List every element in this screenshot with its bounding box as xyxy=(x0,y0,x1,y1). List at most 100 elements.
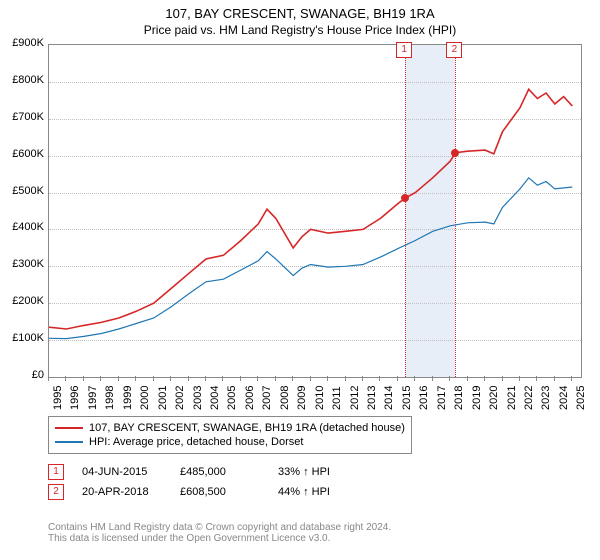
x-tick-label: 2007 xyxy=(261,386,273,410)
y-tick-label: £500K xyxy=(0,185,44,197)
x-tick xyxy=(100,376,101,381)
x-tick-label: 1996 xyxy=(69,386,81,410)
table-row: 2 20-APR-2018 £608,500 44% ↑ HPI xyxy=(48,482,358,502)
legend: 107, BAY CRESCENT, SWANAGE, BH19 1RA (de… xyxy=(48,416,412,454)
table-row: 1 04-JUN-2015 £485,000 33% ↑ HPI xyxy=(48,462,358,482)
x-tick-label: 2000 xyxy=(139,386,151,410)
x-tick-label: 2010 xyxy=(314,386,326,410)
legend-swatch xyxy=(55,441,83,443)
x-tick-label: 2017 xyxy=(436,386,448,410)
event-marker-box: 1 xyxy=(396,42,412,58)
x-tick-label: 2006 xyxy=(244,386,256,410)
y-tick-label: £900K xyxy=(0,37,44,49)
footer-attribution: Contains HM Land Registry data © Crown c… xyxy=(48,522,391,544)
y-tick-label: £400K xyxy=(0,221,44,233)
y-tick-label: £700K xyxy=(0,111,44,123)
x-tick xyxy=(484,376,485,381)
x-tick-label: 2014 xyxy=(383,386,395,410)
x-tick-label: 2023 xyxy=(540,386,552,410)
x-tick xyxy=(432,376,433,381)
x-tick xyxy=(327,376,328,381)
y-tick-label: £100K xyxy=(0,332,44,344)
legend-item: HPI: Average price, detached house, Dors… xyxy=(55,435,405,449)
x-tick xyxy=(257,376,258,381)
x-tick-label: 2001 xyxy=(157,386,169,410)
x-tick-label: 2012 xyxy=(349,386,361,410)
x-tick-label: 2008 xyxy=(279,386,291,410)
x-tick-label: 2004 xyxy=(209,386,221,410)
footer-line2: This data is licensed under the Open Gov… xyxy=(48,533,391,544)
x-tick xyxy=(502,376,503,381)
events-table: 1 04-JUN-2015 £485,000 33% ↑ HPI 2 20-APR-201… xyxy=(48,462,358,502)
x-tick-label: 2019 xyxy=(471,386,483,410)
x-tick xyxy=(275,376,276,381)
event-line xyxy=(455,45,456,377)
event-dot xyxy=(451,149,459,157)
x-tick xyxy=(135,376,136,381)
x-tick xyxy=(222,376,223,381)
x-tick-label: 2009 xyxy=(296,386,308,410)
y-tick-label: £300K xyxy=(0,258,44,270)
x-tick xyxy=(188,376,189,381)
legend-swatch xyxy=(55,427,83,429)
x-tick xyxy=(170,376,171,381)
chart-title: 107, BAY CRESCENT, SWANAGE, BH19 1RA xyxy=(0,0,600,21)
x-tick xyxy=(397,376,398,381)
x-tick xyxy=(240,376,241,381)
event-date: 20-APR-2018 xyxy=(82,486,162,498)
y-tick-label: £200K xyxy=(0,295,44,307)
x-tick xyxy=(554,376,555,381)
x-tick xyxy=(345,376,346,381)
event-line xyxy=(405,45,406,377)
x-tick-label: 1999 xyxy=(122,386,134,410)
x-tick-label: 1997 xyxy=(87,386,99,410)
x-tick-label: 2016 xyxy=(418,386,430,410)
x-tick-label: 2003 xyxy=(192,386,204,410)
event-number-box: 1 xyxy=(48,464,64,480)
x-tick-label: 2015 xyxy=(401,386,413,410)
x-tick xyxy=(65,376,66,381)
x-tick-label: 2020 xyxy=(488,386,500,410)
x-tick-label: 2011 xyxy=(331,386,343,410)
x-tick xyxy=(153,376,154,381)
legend-label: 107, BAY CRESCENT, SWANAGE, BH19 1RA (de… xyxy=(89,422,405,434)
series-line xyxy=(49,89,572,329)
x-tick xyxy=(292,376,293,381)
x-tick xyxy=(310,376,311,381)
x-tick-label: 2002 xyxy=(174,386,186,410)
event-number-box: 2 xyxy=(48,484,64,500)
x-tick-label: 2005 xyxy=(226,386,238,410)
x-tick-label: 1995 xyxy=(52,386,64,410)
event-marker-box: 2 xyxy=(446,42,462,58)
event-gap: 44% ↑ HPI xyxy=(278,486,358,498)
x-tick xyxy=(83,376,84,381)
x-tick xyxy=(571,376,572,381)
event-price: £608,500 xyxy=(180,486,260,498)
x-tick-label: 2021 xyxy=(506,386,518,410)
x-tick xyxy=(519,376,520,381)
x-tick-label: 2013 xyxy=(366,386,378,410)
y-tick-label: £800K xyxy=(0,74,44,86)
x-tick xyxy=(205,376,206,381)
chart-subtitle: Price paid vs. HM Land Registry's House … xyxy=(0,21,600,37)
x-tick xyxy=(414,376,415,381)
x-tick xyxy=(379,376,380,381)
legend-label: HPI: Average price, detached house, Dors… xyxy=(89,436,303,448)
event-gap: 33% ↑ HPI xyxy=(278,466,358,478)
event-dot xyxy=(401,194,409,202)
x-tick-label: 1998 xyxy=(104,386,116,410)
legend-item: 107, BAY CRESCENT, SWANAGE, BH19 1RA (de… xyxy=(55,421,405,435)
x-tick xyxy=(48,376,49,381)
event-date: 04-JUN-2015 xyxy=(82,466,162,478)
x-tick xyxy=(536,376,537,381)
chart-container: 107, BAY CRESCENT, SWANAGE, BH19 1RA Pri… xyxy=(0,0,600,560)
x-tick xyxy=(362,376,363,381)
x-tick xyxy=(449,376,450,381)
y-tick-label: £600K xyxy=(0,148,44,160)
x-tick-label: 2025 xyxy=(575,386,587,410)
event-price: £485,000 xyxy=(180,466,260,478)
plot-area xyxy=(48,44,582,378)
y-tick-label: £0 xyxy=(0,369,44,381)
chart-lines xyxy=(49,45,581,377)
x-tick xyxy=(467,376,468,381)
